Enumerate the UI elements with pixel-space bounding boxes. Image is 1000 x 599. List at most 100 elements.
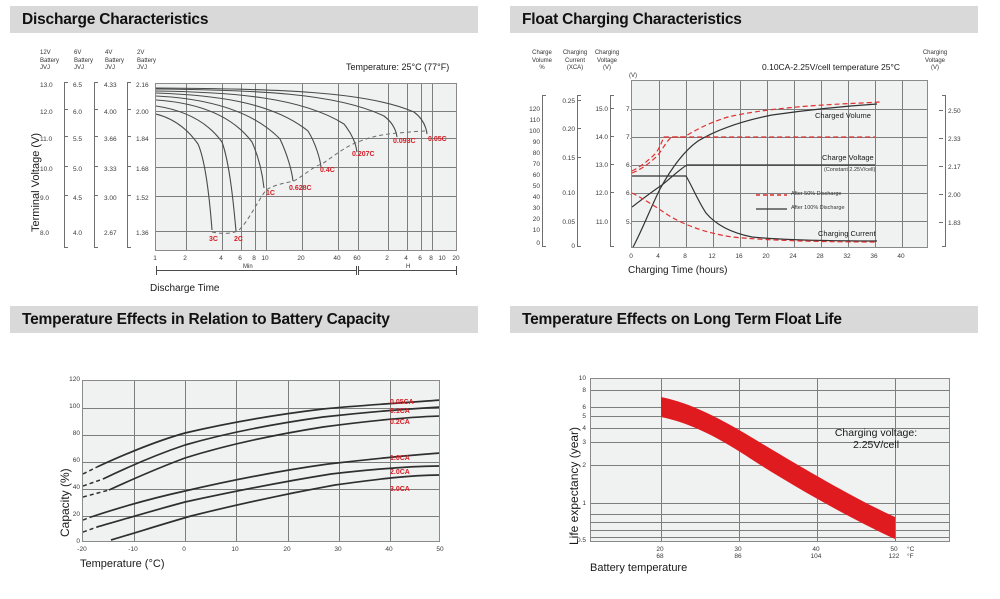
panel-title: Temperature Effects in Relation to Batte… — [22, 310, 390, 328]
axis-tickmark — [64, 109, 68, 110]
xaxis-unit-labels: °C °F — [907, 546, 914, 561]
panel-header: Temperature Effects in Relation to Batte… — [10, 306, 478, 333]
xtick: -20 — [77, 546, 87, 553]
xtick: 12 — [708, 253, 716, 260]
xtick: 2 — [183, 255, 187, 262]
panel-header: Temperature Effects on Long Term Float L… — [510, 306, 978, 333]
axis-tickmark — [94, 136, 98, 137]
hdr-l3: % — [539, 65, 545, 71]
legend-label-50pct: After 50% Discharge — [791, 191, 842, 197]
axis-tickmark — [64, 166, 68, 167]
chart-condition-title: 0.10CA-2.25V/cell temperature 25°C — [762, 62, 901, 72]
axis-bracket — [577, 95, 581, 247]
axis-tickmark — [127, 195, 131, 196]
temperature-annotation: Temperature: 25°C (77°F) — [346, 62, 450, 72]
ytick: 15.0 — [595, 106, 608, 113]
ytick: 1.36 — [136, 230, 149, 237]
xtick: 40 — [385, 546, 393, 553]
curve-label-30ca: 3.0CA — [390, 486, 410, 493]
ytick: 4.00 — [104, 109, 117, 116]
xaxis-label: Battery temperature — [590, 562, 688, 574]
axis-tickmark — [127, 109, 131, 110]
panel-header: Discharge Characteristics — [10, 6, 478, 33]
panel-temperature-capacity: Temperature Effects in Relation to Batte… — [0, 300, 500, 599]
ytick: 2.16 — [136, 82, 149, 89]
xtick: 0 — [629, 253, 633, 260]
panel-title: Float Charging Characteristics — [522, 10, 742, 28]
hdr-l2: Volume — [531, 57, 552, 64]
curve-label-charge-voltage: Charge Voltage — [822, 153, 874, 162]
hdr-l3: (XCA) — [566, 65, 584, 71]
yaxis-header-12v-l3: JVJ — [40, 65, 51, 71]
xtick: 40 — [333, 255, 341, 262]
ytick: 11.0 — [40, 136, 53, 143]
curve-label-005ca: 0.05CA — [390, 399, 414, 406]
legend-swatches — [756, 194, 787, 210]
yaxis-header-12v: 12V Battery JVJ — [40, 50, 66, 73]
ytick: 2.00 — [136, 109, 149, 116]
yaxis-header-4v-l3: JVJ — [105, 65, 116, 71]
curve-label-0093c: 0.093C — [393, 138, 416, 145]
xtick: 10 — [231, 546, 239, 553]
panel-float-life: Temperature Effects on Long Term Float L… — [500, 300, 1000, 599]
ytick: 100 — [69, 403, 80, 410]
ytick: 2.67 — [104, 230, 117, 237]
xtick-30: 30 86 — [729, 546, 747, 561]
yaxis-header-2v-l3: JVJ — [137, 65, 148, 71]
xtick-celsius: 50 — [890, 546, 898, 553]
ytick: 110 — [529, 117, 540, 124]
curve-label-0207c: 0.207C — [352, 151, 375, 158]
ytick: 14.0 — [595, 134, 608, 141]
ytick: 6.5 — [73, 82, 83, 89]
yaxis-header-12v-l1: 12V — [40, 50, 51, 56]
xtick: 6 — [238, 255, 242, 262]
ytick: 1.68 — [136, 166, 149, 173]
xtick: 4 — [404, 255, 408, 262]
discharge-curves — [156, 87, 429, 234]
hdr-l3: (V) — [629, 73, 637, 79]
ytick: 20 — [72, 511, 80, 518]
ytick: 6.5 — [619, 162, 635, 169]
xtick: 20 — [283, 546, 291, 553]
xtick-fahrenheit: 68 — [656, 553, 664, 561]
ytick: 0.15 — [562, 155, 575, 162]
ytick: 1.83 — [948, 220, 961, 227]
xtick: 20 — [762, 253, 770, 260]
ytick: 0.10 — [562, 190, 575, 197]
xaxis-label: Discharge Time — [150, 283, 220, 294]
ytick: 12.0 — [595, 190, 608, 197]
ytick: 8.0 — [40, 230, 50, 237]
xtick: 2 — [385, 255, 389, 262]
yaxis-header-12v-l2: Battery — [40, 57, 60, 64]
axis-bracket — [542, 95, 546, 247]
axis-tickmark — [94, 109, 98, 110]
yaxis-header-4v: 4V Battery JVJ — [105, 50, 131, 73]
xtick: 24 — [789, 253, 797, 260]
unit-fahrenheit: °F — [907, 553, 914, 561]
curve-sublabel-constant: (Constant 2.25V/cell) — [824, 167, 876, 173]
plot-area-capacity: 0.05CA 0.1CA 0.2CA 1.0CA 2.0CA 3.0CA — [82, 380, 440, 542]
ytick: 0 — [76, 538, 80, 545]
ytick: 2.00 — [948, 192, 961, 199]
ytick: 12.0 — [40, 109, 53, 116]
hdr-l3: (V) — [603, 65, 611, 71]
axis-bracket — [64, 82, 68, 248]
curve-label-2c: 2C — [234, 236, 243, 243]
legend-label-100pct: After 100% Discharge — [791, 205, 845, 211]
axis-tickmark — [94, 195, 98, 196]
panel-title: Discharge Characteristics — [22, 10, 209, 28]
ytick: 40 — [72, 484, 80, 491]
xtick: 16 — [735, 253, 743, 260]
hdr-l2: Voltage — [924, 57, 946, 64]
annotation-line-2: 2.25V/cell — [852, 439, 900, 451]
ytick: 5 — [582, 413, 586, 420]
hdr-l1: Charging — [594, 50, 620, 56]
xtick-celsius: 20 — [656, 546, 664, 553]
ytick: 1 — [582, 500, 586, 507]
ytick: 0.05 — [562, 219, 575, 226]
xtick: 32 — [843, 253, 851, 260]
axis-tickmark — [127, 166, 131, 167]
ytick: 2.17 — [948, 164, 961, 171]
yaxis-header-4v-l2: Battery — [105, 57, 125, 64]
axis-bracket — [610, 95, 614, 247]
